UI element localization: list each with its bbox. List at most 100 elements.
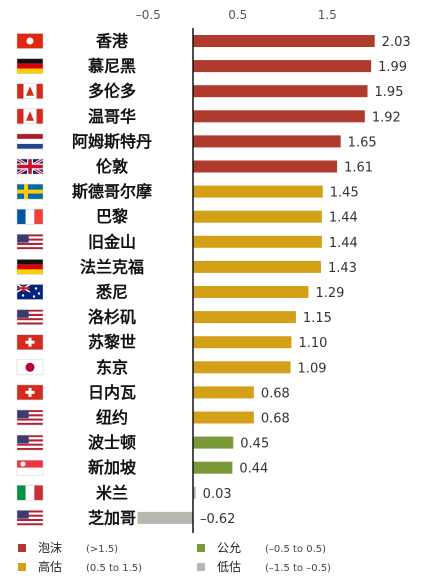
value-label: 1.99 (378, 60, 407, 75)
flag-singapore-icon (16, 459, 44, 476)
flag-usa-icon (16, 434, 44, 451)
flag-canada-icon (16, 83, 44, 99)
value-label: 1.61 (344, 161, 373, 176)
flag-switzerland-icon (16, 384, 44, 401)
flag-italy-icon (16, 485, 44, 501)
flag-usa-icon (16, 510, 44, 526)
value-label: 0.03 (203, 487, 232, 502)
bar (193, 35, 375, 47)
legend-item-over: 高估 (0.5 to 1.5) (18, 559, 142, 574)
legend-swatch (18, 563, 26, 571)
city-label: 旧金山 (88, 232, 136, 251)
city-label: 悉尼 (95, 283, 128, 302)
flag-germany-icon (16, 58, 44, 74)
flag-hong-kong-icon (16, 33, 44, 49)
city-label: 新加坡 (88, 458, 137, 477)
legend-label: 高估 (38, 559, 62, 574)
bar (193, 336, 292, 349)
legend-range: (0.5 to 1.5) (86, 563, 142, 574)
x-tick-label: –0.5 (136, 8, 161, 22)
flag-usa-icon (16, 309, 44, 325)
city-label: 日内瓦 (88, 383, 136, 402)
bar (193, 461, 233, 474)
legend-item-under: 低估 (–1.5 to –0.5) (197, 560, 331, 574)
value-label: –0.62 (200, 512, 235, 527)
legend-label: 低估 (217, 560, 241, 574)
flag-germany-icon (16, 259, 44, 275)
bar (193, 135, 341, 148)
city-label: 米兰 (96, 483, 128, 502)
city-label: 慕尼黑 (87, 57, 136, 76)
value-label: 1.09 (298, 361, 327, 376)
value-label: 0.44 (239, 462, 268, 477)
legend-item-bubble: 泡沫 (>1.5) (18, 541, 118, 555)
legend-label: 泡沫 (38, 541, 62, 555)
city-label: 阿姆斯特丹 (72, 132, 152, 151)
city-label: 温哥华 (87, 107, 136, 126)
bars (137, 35, 375, 524)
bar (193, 160, 338, 173)
city-label: 芝加哥 (88, 508, 136, 527)
flag-netherlands-icon (16, 133, 44, 150)
legend-range: (>1.5) (86, 544, 118, 555)
legend-range: (–1.5 to –0.5) (265, 563, 331, 574)
city-label: 多伦多 (88, 82, 136, 101)
value-label: 0.68 (261, 386, 290, 401)
legend-swatch (197, 544, 205, 552)
flag-sweden-icon (16, 183, 44, 200)
value-label: 1.15 (303, 311, 332, 326)
bar (137, 511, 193, 524)
value-label: 2.03 (382, 35, 411, 50)
city-label: 法兰克福 (80, 257, 144, 276)
value-label: 1.43 (328, 261, 357, 276)
legend-item-fair: 公允 (–0.5 to 0.5) (197, 540, 326, 555)
flag-usa-icon (16, 234, 44, 250)
flag-australia-icon (16, 283, 44, 300)
legend-range: (–0.5 to 0.5) (265, 544, 326, 555)
city-label: 东京 (96, 358, 128, 377)
value-label: 1.44 (329, 211, 358, 226)
city-label: 伦敦 (96, 157, 129, 176)
flag-usa-icon (16, 409, 44, 426)
legend: 泡沫 (>1.5) 公允 (–0.5 to 0.5) 高估 (0.5 to 1.5) 低估 (… (18, 540, 331, 574)
city-label: 巴黎 (96, 207, 128, 226)
city-label: 波士顿 (88, 433, 136, 452)
flag-canada-icon (16, 108, 44, 125)
city-label: 苏黎世 (88, 333, 136, 352)
bar (193, 436, 234, 449)
bar (193, 361, 291, 374)
bar (193, 411, 254, 424)
bar (193, 210, 322, 223)
flag-japan-icon (16, 359, 44, 376)
city-label: 斯德哥尔摩 (72, 182, 152, 201)
rows: 香港 2.03 慕尼黑 1.99 多伦多 1.95 温哥华 1.92 阿姆斯特丹 1.65 伦敦 1.… (16, 32, 411, 527)
city-label: 香港 (95, 32, 129, 51)
flag-uk-icon (16, 157, 44, 176)
bar (193, 235, 322, 248)
bar (193, 386, 254, 399)
value-label: 1.92 (372, 110, 401, 125)
legend-label: 公允 (217, 540, 241, 555)
flag-switzerland-icon (16, 334, 44, 350)
value-label: 1.10 (298, 336, 327, 351)
value-label: 1.65 (348, 135, 377, 150)
legend-swatch (197, 563, 205, 571)
bar (193, 60, 372, 73)
city-label: 洛杉矶 (88, 308, 136, 327)
x-tick-label: 0.5 (228, 8, 247, 22)
value-label: 0.68 (261, 412, 290, 427)
value-label: 0.45 (240, 437, 269, 452)
bar (193, 486, 196, 499)
flag-france-icon (16, 208, 44, 225)
bar (193, 185, 323, 198)
bar (193, 110, 365, 123)
value-label: 1.45 (330, 186, 359, 201)
value-label: 1.95 (375, 85, 404, 100)
bar (193, 311, 296, 324)
bar (193, 85, 368, 98)
legend-swatch (18, 544, 26, 552)
bar (193, 260, 321, 273)
value-label: 1.44 (329, 236, 358, 251)
city-label: 纽约 (96, 408, 128, 427)
